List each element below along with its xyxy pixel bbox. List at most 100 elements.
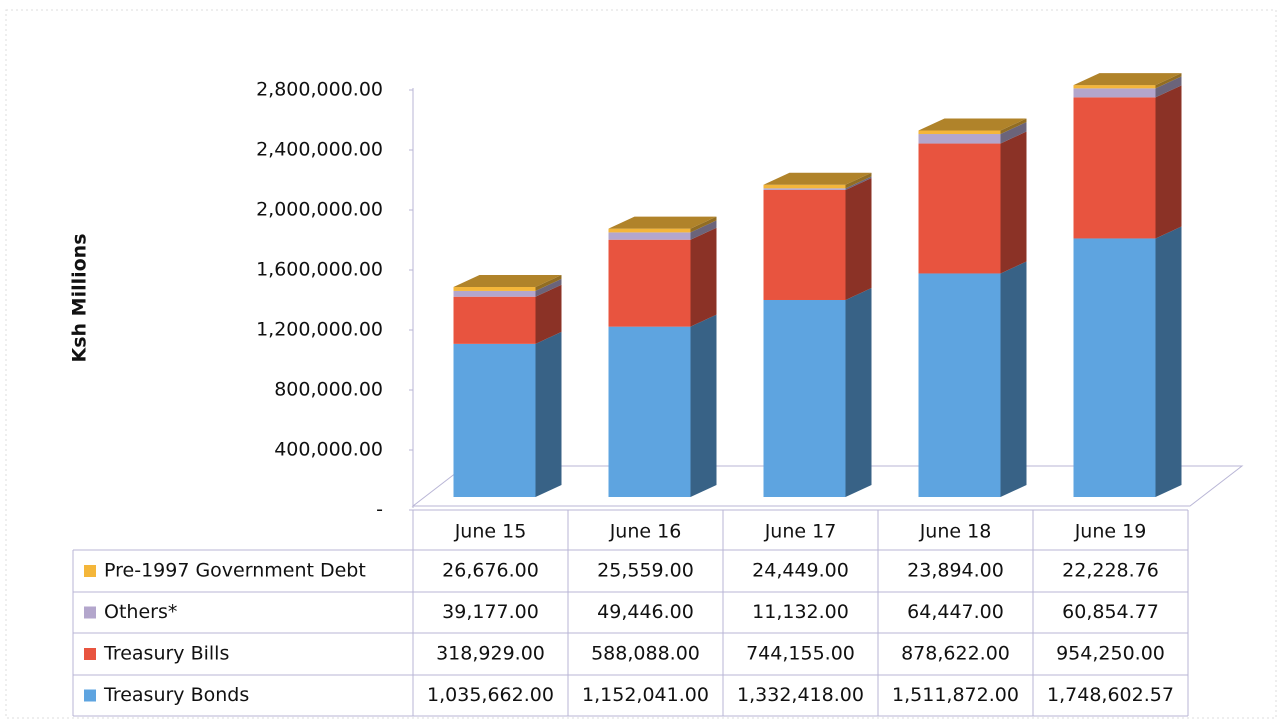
table-value: 64,447.00 [907,601,1004,623]
bar-front [763,299,846,497]
table-value: 23,894.00 [907,560,1004,582]
bar-front [763,188,846,190]
bar-segment [453,274,562,291]
y-tick-label: - [376,499,383,521]
table-value: 26,676.00 [442,560,539,582]
y-tick-label: 400,000.00 [274,439,383,461]
table-value: 22,228.76 [1062,560,1159,582]
legend-swatch [84,565,96,577]
bar-side [1000,261,1027,497]
bar-front [453,296,536,344]
bar-segment [453,284,562,344]
bar-front [453,286,536,291]
y-tick-label: 2,400,000.00 [256,139,383,161]
bar-front [918,273,1001,497]
table-value: 744,155.00 [746,643,855,665]
bar-side [845,172,872,189]
bar-front [608,228,691,233]
bar-side [1155,226,1182,498]
bar-front [918,143,1001,274]
legend-swatch [84,606,96,619]
bar-segment [608,314,717,497]
bar-segment [763,172,872,189]
bar-segment [608,220,717,240]
bar-top [1073,73,1182,86]
bar-segment [453,331,562,497]
y-tick-label: 800,000.00 [274,379,383,401]
y-tick-label: 2,000,000.00 [256,199,383,221]
bar-segment [1073,85,1182,239]
bar-front [763,189,846,300]
bar-side [690,216,717,233]
bar-front [918,130,1001,135]
bar-front [453,343,536,497]
table-value: 49,446.00 [597,601,694,623]
bar-side [845,287,872,497]
bar-side [690,227,717,327]
bar-segment [763,177,872,300]
x-tick-label: June 16 [609,521,682,543]
legend-label: Treasury Bills [103,643,229,665]
bar-side [535,274,562,291]
bar-side [1155,73,1182,89]
bar-side [535,278,562,297]
floor [411,465,1244,507]
bar-segment [763,287,872,497]
table-value: 878,622.00 [901,643,1010,665]
bar-front [453,290,536,297]
bar-segment [1073,226,1182,498]
x-tick-label: June 18 [919,521,992,543]
bar-side [1155,85,1182,239]
bar-segment [608,227,717,327]
x-tick-label: June 17 [764,521,837,543]
table-value: 11,132.00 [752,601,849,623]
bar-segment [918,261,1027,497]
table-value: 25,559.00 [597,560,694,582]
legend-swatch [84,648,96,660]
bar-segment [608,216,717,233]
table-value: 588,088.00 [591,643,700,665]
bar-front [608,239,691,327]
y-tick-label: 1,600,000.00 [256,259,383,281]
x-tick-label: June 15 [454,521,527,543]
table-value: 954,250.00 [1056,643,1165,665]
bar-side [535,331,562,497]
bar-front [1073,238,1156,498]
bar-segment [918,131,1027,274]
bar-side [1155,76,1182,98]
table-value: 318,929.00 [436,643,545,665]
bar-segment [1073,76,1182,98]
bar-side [690,314,717,497]
bar-front [918,134,1001,144]
bar-front [608,326,691,497]
table-value: 1,748,602.57 [1047,684,1174,706]
bar-front [608,232,691,240]
table-value: 1,035,662.00 [427,684,554,706]
legend-label: Others* [104,601,177,623]
table-value: 60,854.77 [1062,601,1159,623]
bar-front [763,184,846,189]
bar-segment [918,122,1027,144]
bar-top [918,118,1027,131]
bar-top [608,216,717,229]
bar-front [1073,85,1156,89]
table-value: 39,177.00 [442,601,539,623]
bar-segment [918,118,1027,135]
table-value: 1,511,872.00 [892,684,1019,706]
bar-segment [763,176,872,190]
bar-side [1000,118,1027,135]
bar-segment [453,278,562,297]
bar-top [763,172,872,185]
table-value: 1,152,041.00 [582,684,709,706]
table-value: 1,332,418.00 [737,684,864,706]
legend-label: Pre-1997 Government Debt [104,560,366,582]
frame [5,9,1277,719]
bar-segment [1073,73,1182,89]
legend-swatch [84,689,96,702]
bar-front [1073,97,1156,239]
y-axis-label: Ksh Millions [69,233,91,362]
legend-label: Treasury Bonds [103,684,249,706]
bar-side [845,176,872,190]
x-tick-label: June 19 [1074,521,1147,543]
